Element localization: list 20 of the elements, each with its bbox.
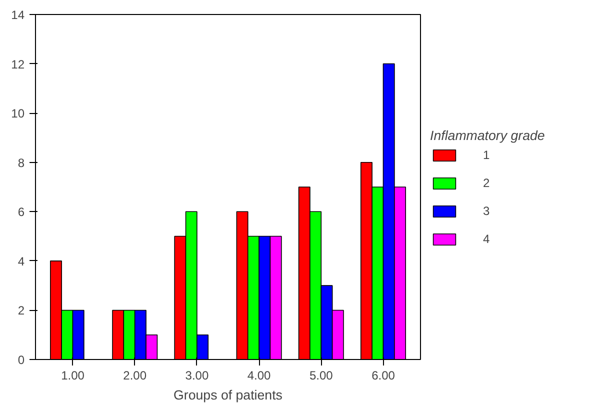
legend-label: 1 — [483, 148, 491, 162]
x-tick-label: 4.00 — [247, 368, 272, 382]
legend-label: 3 — [483, 204, 491, 218]
y-tick-label: 6 — [18, 205, 25, 220]
x-tick-label: 1.00 — [61, 368, 85, 382]
y-tick-label: 12 — [11, 57, 25, 72]
y-tick-label: 10 — [11, 106, 25, 121]
y-tick-label: 0 — [18, 353, 25, 367]
legend-title: Inflammatory grade — [430, 128, 545, 142]
legend-label: 2 — [483, 176, 491, 190]
x-axis-title: Groups of patients — [174, 388, 283, 402]
x-tick-label: 3.00 — [185, 368, 209, 382]
y-tick-label: 14 — [11, 8, 25, 22]
y-tick-label: 2 — [18, 304, 25, 318]
y-tick-label: 8 — [18, 156, 25, 170]
x-tick-label: 5.00 — [309, 368, 334, 382]
x-tick-label: 2.00 — [123, 368, 147, 382]
x-tick-label: 6.00 — [372, 368, 396, 382]
y-tick-label: 4 — [18, 254, 25, 268]
legend-label: 4 — [483, 232, 491, 246]
